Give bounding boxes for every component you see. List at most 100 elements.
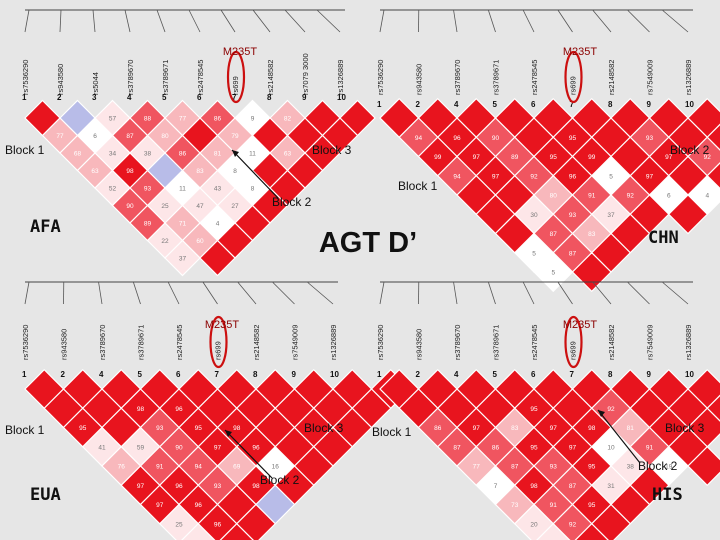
ld-value: 90	[175, 444, 183, 451]
ld-value: 97	[473, 154, 481, 161]
ld-value: 82	[284, 116, 292, 123]
ld-value: 95	[588, 502, 596, 509]
snp-label: rs3789671	[137, 325, 146, 360]
snp-connector	[284, 9, 306, 33]
snp-connector	[24, 9, 30, 33]
snp-connector	[252, 9, 271, 33]
ld-value: 95	[530, 444, 538, 451]
ld-value: 77	[473, 464, 481, 471]
population-label: HIS	[652, 485, 683, 505]
snp-label: rs2478545	[530, 325, 539, 360]
snp-index: 5	[493, 370, 498, 379]
ld-value: 11	[179, 186, 186, 193]
snp-connector	[627, 9, 650, 33]
circled-snp-marker	[564, 50, 583, 104]
ld-value: 81	[627, 425, 635, 432]
block-arrow	[597, 409, 641, 464]
ld-value: 68	[74, 151, 82, 158]
snp-index: 1	[22, 93, 27, 102]
ld-value: 93	[550, 464, 558, 471]
snp-label: rs2478545	[196, 60, 205, 95]
snp-index: 3	[92, 93, 97, 102]
ld-value: 83	[588, 231, 596, 238]
ld-value: 94	[415, 135, 423, 142]
snp-index: 6	[531, 100, 536, 109]
mutation-label: M235T	[205, 319, 240, 331]
snp-index: 1	[377, 100, 382, 109]
mutation-label: M235T	[563, 319, 598, 331]
snp-label: rs943580	[415, 64, 424, 95]
snp-index: 4	[99, 370, 104, 379]
panel-his: rs7536290 1 rs943580 2 rs3789670 4 rs3789671 5 r…	[372, 281, 720, 540]
snp-label: rs1326889	[684, 325, 693, 360]
snp-label: rs943580	[415, 329, 424, 360]
snp-connector	[592, 281, 612, 305]
snp-label: rs7536290	[21, 60, 30, 95]
ld-cell	[706, 162, 720, 190]
snp-index: 9	[292, 370, 297, 379]
snp-connector	[92, 9, 96, 33]
ld-value: 93	[214, 483, 222, 490]
block-label: Block 2	[272, 195, 312, 209]
ld-value: 6	[93, 133, 97, 140]
ld-value: 93	[646, 135, 654, 142]
population-label: EUA	[30, 485, 61, 505]
ld-value: 63	[91, 168, 99, 175]
ld-value: 41	[98, 444, 106, 451]
ld-value: 98	[126, 168, 134, 175]
ld-value: 95	[195, 425, 203, 432]
ld-value: 57	[109, 116, 117, 123]
snp-connector	[487, 9, 496, 33]
ld-cell	[687, 445, 720, 487]
ld-value: 99	[434, 154, 442, 161]
ld-value: 89	[144, 221, 152, 228]
ld-value: 87	[453, 444, 461, 451]
snp-connector	[557, 281, 573, 305]
ld-value: 96	[175, 483, 183, 490]
snp-index: 7	[570, 370, 575, 379]
ld-value: 97	[665, 154, 673, 161]
ld-value: 25	[175, 521, 183, 528]
ld-value: 5	[609, 173, 613, 180]
snp-connector	[453, 281, 458, 305]
ld-value: 86	[434, 425, 442, 432]
ld-value: 87	[550, 231, 558, 238]
ld-value: 97	[569, 444, 577, 451]
snp-label: rs943580	[56, 64, 65, 95]
snp-connector	[661, 9, 689, 33]
snp-label: rs3789671	[161, 60, 170, 95]
ld-cell	[219, 522, 254, 540]
snp-label: rs2148582	[266, 60, 275, 95]
ld-value: 91	[646, 444, 654, 451]
snp-connector	[220, 9, 236, 33]
ld-value: 20	[530, 521, 538, 528]
ld-value: 97	[156, 502, 164, 509]
ld-cell	[706, 394, 720, 422]
block-label: Block 1	[5, 143, 45, 157]
ld-cell	[199, 239, 236, 277]
block-arrowhead	[598, 410, 605, 417]
snp-label: rs699	[231, 76, 240, 95]
snp-label: rs3789670	[98, 325, 107, 360]
ld-cell	[513, 503, 555, 540]
ld-value: 37	[179, 256, 187, 263]
block-label: Block 2	[260, 473, 300, 487]
ld-value: 96	[195, 502, 203, 509]
ld-value: 27	[231, 203, 239, 210]
ld-cell	[164, 239, 201, 277]
snp-connector	[98, 281, 103, 305]
ld-value: 77	[179, 116, 187, 123]
snp-label: rs1326889	[684, 60, 693, 95]
snp-index: 7	[570, 100, 575, 109]
snp-label: rs2148582	[607, 325, 616, 360]
snp-index: 2	[61, 370, 66, 379]
ld-value: 98	[588, 425, 596, 432]
snp-connector	[522, 9, 535, 33]
snp-index: 7	[232, 93, 237, 102]
snp-connector	[379, 281, 385, 305]
ld-value: 83	[511, 425, 519, 432]
ld-value: 96	[569, 173, 577, 180]
mutation-label: M235T	[223, 46, 258, 58]
snp-connector	[306, 281, 334, 305]
snp-connector	[156, 9, 166, 33]
